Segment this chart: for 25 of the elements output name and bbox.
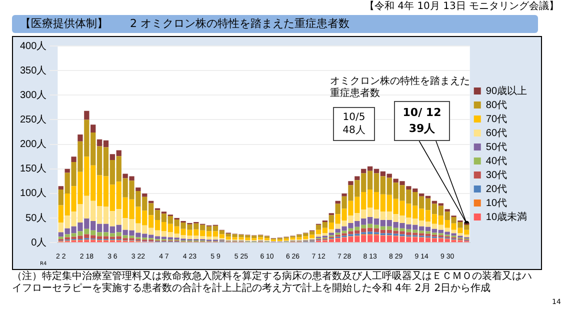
text: 【令和 4年 10月 13日 モニタリング会議】 [364,1,559,12]
y-tick-label: 350人 [20,65,47,76]
legend-label: 10歳未満 [486,210,527,223]
y-tick-label: 250人 [20,114,47,126]
legend-label: 10代 [486,198,507,209]
y-tick-label: 150人 [20,164,47,175]
y-tick-label: 400人 [20,40,47,52]
y-tick-label: 300人 [20,90,47,101]
chart-title: 【医療提供体制】 2 オミクロン株の特性を踏まえた重症患者数 [12,15,538,33]
legend-label: 60代 [486,128,507,139]
legend-label: 20代 [486,184,507,195]
annotation: 10/5 48人 [333,107,375,141]
text: （注）特定集中治療室管理料又は救命救急入院料を算定する病床の患者数及び人工呼吸器又はＥＣＭＯの装着又はハイフローセラピーを実施する患者数の合計を計上上記の考え方で計上を開始した令和 4年 2月 2日から作成 [12,271,533,294]
legend-label: 90歳以上 [486,84,527,97]
annotation: 10/ 12 39人 [394,101,450,141]
annotation: オミクロン株の特性を踏まえた重症患者数 [330,76,471,100]
y-tick-label: 100人 [20,188,47,200]
legend-label: 70代 [486,114,507,125]
y-tick-label: 0人 [31,237,47,248]
legend-label: 50代 [486,142,507,153]
y-tick-label: 200人 [20,139,47,150]
y-tick-label: 50人 [26,212,47,224]
legend-label: 40代 [486,156,507,167]
legend-label: 80代 [486,100,507,111]
legend-label: 30代 [486,170,507,181]
